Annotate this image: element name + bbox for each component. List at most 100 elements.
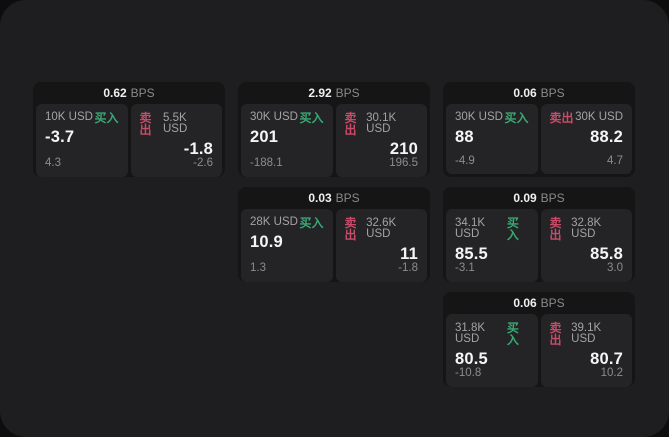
quote-card: 0.62 BPS 10K USD 买入 -3.7 4.3 卖出 5.5K USD [33,82,225,177]
sell-sub-value: 4.7 [607,154,623,167]
quote-card: 2.92 BPS 30K USD 买入 201 -188.1 卖出 30.1K … [238,82,430,177]
sell-price: -1.8 [183,140,213,158]
buy-label: 买入 [506,216,519,242]
buy-amount: 10K USD [45,111,93,124]
buy-label: 买入 [504,111,529,125]
panel-top: 卖出 32.6K USD [345,217,419,241]
sell-price: 11 [400,245,418,263]
buy-panel[interactable]: 28K USD 买入 10.9 1.3 [241,209,333,282]
buy-price: 80.5 [455,350,488,368]
buy-amount: 30K USD [250,111,298,124]
panel-top: 10K USD 买入 [45,112,119,124]
quote-card: 0.09 BPS 34.1K USD 买入 85.5 -3.1 卖出 32.8K… [443,187,635,282]
sell-label: 卖出 [344,216,357,242]
sell-panel[interactable]: 卖出 39.1K USD 80.7 10.2 [540,314,632,387]
sell-amount: 32.8K USD [571,216,602,240]
bps-value: 0.03 [308,191,332,205]
buy-sub-value: 4.3 [45,157,61,170]
sell-amount: 39.1K USD [571,321,602,345]
panel-row: 31.8K USD 买入 80.5 -10.8 卖出 39.1K USD 80.… [443,314,635,387]
bps-unit: BPS [130,86,155,100]
sell-amount: 32.6K USD [366,216,397,240]
sell-label: 卖出 [344,111,357,137]
bps-value: 0.06 [513,296,537,310]
panel-top: 卖出 30K USD [550,112,624,124]
buy-amount: 28K USD [250,216,298,229]
panel-top: 30K USD 买入 [250,112,324,124]
bps-header: 0.06 BPS [443,82,635,104]
buy-panel[interactable]: 31.8K USD 买入 80.5 -10.8 [446,314,538,387]
panel-row: 34.1K USD 买入 85.5 -3.1 卖出 32.8K USD 85.8… [443,209,635,282]
bps-unit: BPS [335,191,360,205]
bps-value: 0.62 [103,86,127,100]
buy-panel[interactable]: 10K USD 买入 -3.7 4.3 [36,104,128,177]
bps-value: 2.92 [308,86,332,100]
quote-card: 0.06 BPS 31.8K USD 买入 80.5 -10.8 卖出 39.1… [443,292,635,387]
sell-price: 80.7 [590,350,623,368]
bps-unit: BPS [540,86,565,100]
quote-card: 0.03 BPS 28K USD 买入 10.9 1.3 卖出 32.6K US… [238,187,430,282]
buy-sub-value: 1.3 [250,262,266,275]
sell-amount: 5.5K USD [162,111,188,135]
sell-panel[interactable]: 卖出 30.1K USD 210 196.5 [335,104,427,177]
bps-value: 0.06 [513,86,537,100]
sell-sub-value: -2.6 [193,157,213,170]
panel-row: 28K USD 买入 10.9 1.3 卖出 32.6K USD 11 -1.8 [238,209,430,282]
sell-label: 卖出 [549,111,574,125]
panel-top: 31.8K USD 买入 [455,322,529,346]
buy-sub-value: -3.1 [455,262,475,275]
buy-price: 201 [250,128,279,146]
quote-card: 0.06 BPS 30K USD 买入 88 -4.9 卖出 30K USD [443,82,635,177]
panel-row: 30K USD 买入 201 -188.1 卖出 30.1K USD 210 1… [238,104,430,177]
sell-panel[interactable]: 卖出 32.8K USD 85.8 3.0 [540,209,632,282]
buy-amount: 31.8K USD [455,321,486,345]
sell-sub-value: 196.5 [389,157,418,170]
buy-panel[interactable]: 30K USD 买入 88 -4.9 [446,104,538,174]
bps-header: 2.92 BPS [238,82,430,104]
buy-amount: 34.1K USD [455,216,486,240]
sell-panel[interactable]: 卖出 30K USD 88.2 4.7 [540,104,632,174]
bps-unit: BPS [335,86,360,100]
sell-sub-value: -1.8 [398,262,418,275]
buy-price: 88 [455,128,474,146]
buy-label: 买入 [94,111,119,125]
sell-price: 85.8 [590,245,623,263]
sell-panel[interactable]: 卖出 5.5K USD -1.8 -2.6 [130,104,222,177]
sell-label: 卖出 [549,216,562,242]
buy-label: 买入 [299,111,324,125]
panel-top: 卖出 32.8K USD [550,217,624,241]
sell-sub-value: 3.0 [607,262,623,275]
panel-top: 30K USD 买入 [455,112,529,124]
sell-amount: 30K USD [575,111,623,124]
buy-sub-value: -4.9 [455,154,475,167]
buy-panel[interactable]: 30K USD 买入 201 -188.1 [241,104,333,177]
buy-panel[interactable]: 34.1K USD 买入 85.5 -3.1 [446,209,538,282]
sell-label: 卖出 [549,321,562,347]
bps-unit: BPS [540,296,565,310]
bps-value: 0.09 [513,191,537,205]
panel-top: 卖出 39.1K USD [550,322,624,346]
bps-header: 0.62 BPS [33,82,225,104]
bps-header: 0.06 BPS [443,292,635,314]
sell-panel[interactable]: 卖出 32.6K USD 11 -1.8 [335,209,427,282]
panel-top: 卖出 30.1K USD [345,112,419,136]
panel-row: 10K USD 买入 -3.7 4.3 卖出 5.5K USD -1.8 -2.… [33,104,225,177]
buy-price: -3.7 [45,128,75,146]
buy-sub-value: -188.1 [250,157,283,170]
quote-card-grid: 0.62 BPS 10K USD 买入 -3.7 4.3 卖出 5.5K USD [33,82,635,387]
sell-price: 88.2 [590,128,623,146]
buy-price: 10.9 [250,233,283,251]
panel-row: 30K USD 买入 88 -4.9 卖出 30K USD 88.2 4.7 [443,104,635,177]
sell-label: 卖出 [139,111,152,137]
sell-amount: 30.1K USD [366,111,397,135]
buy-amount: 30K USD [455,111,503,124]
buy-label: 买入 [506,321,519,347]
bps-unit: BPS [540,191,565,205]
panel-top: 卖出 5.5K USD [140,112,214,136]
panel-top: 28K USD 买入 [250,217,324,229]
sell-price: 210 [389,140,418,158]
buy-label: 买入 [299,216,324,230]
sell-sub-value: 10.2 [600,367,623,380]
panel-top: 34.1K USD 买入 [455,217,529,241]
